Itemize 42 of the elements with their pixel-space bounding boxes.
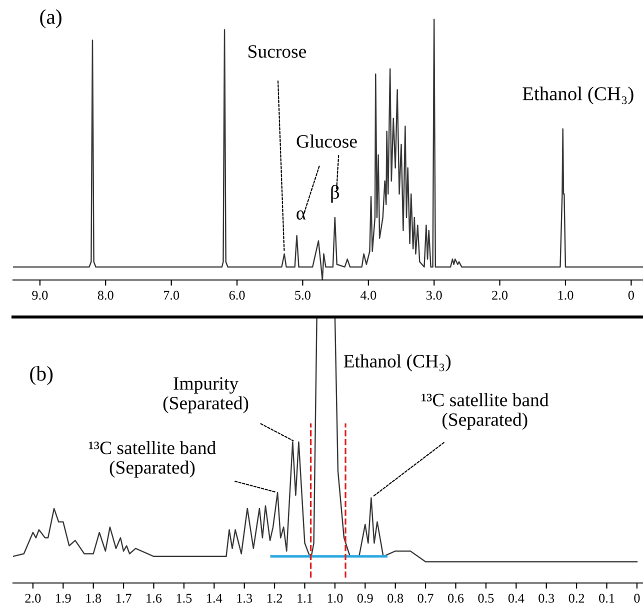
x-tick-label: 0.1 xyxy=(599,594,614,603)
x-tick-label: 1.4 xyxy=(207,594,222,603)
annotation: Impurity (Separated) xyxy=(163,377,248,414)
annotation: β xyxy=(331,184,340,203)
annotation: ¹³C satellite band (Separated) xyxy=(422,393,549,430)
x-tick-label: 0 xyxy=(634,594,640,603)
annotation: Ethanol (CH₃) xyxy=(344,354,451,372)
x-tick-label: 1.8 xyxy=(86,594,102,603)
x-tick-label: 0.2 xyxy=(568,594,584,603)
x-tick-label: 1.5 xyxy=(176,594,192,603)
annotation: α xyxy=(296,210,306,220)
text: (b) xyxy=(30,366,53,385)
x-tick-label: 9.0 xyxy=(32,290,48,300)
x-tick-label: 1.7 xyxy=(116,594,132,603)
x-tick-label: 5.0 xyxy=(295,290,310,300)
chart-title: (a) xyxy=(40,9,62,28)
annotation: Glucose xyxy=(296,134,357,148)
annotation: Ethanol (CH₃) xyxy=(522,86,634,104)
annotation: Sucrose xyxy=(248,45,306,58)
x-tick-label: 0.8 xyxy=(388,594,404,603)
x-tick-label: 0.9 xyxy=(357,594,373,603)
x-tick-label: 8.0 xyxy=(98,290,114,300)
x-tick-label: 1.3 xyxy=(237,594,252,603)
x-tick-label: 1.2 xyxy=(267,594,282,603)
x-tick-label: 1.6 xyxy=(146,594,162,603)
x-tick-label: 7.0 xyxy=(164,290,180,300)
x-tick-label: 0 xyxy=(628,290,634,300)
x-tick-label: 1.0 xyxy=(558,290,574,300)
x-tick-label: 0.5 xyxy=(478,594,494,603)
x-tick-label: 4.0 xyxy=(360,290,376,300)
x-tick-label: 0.4 xyxy=(508,594,524,603)
x-tick-label: 0.3 xyxy=(538,594,554,603)
x-tick-label: 1.0 xyxy=(328,594,343,603)
x-tick-label: 0.7 xyxy=(418,594,434,603)
x-tick-label: 0.6 xyxy=(448,594,464,603)
x-tick-label: 1.1 xyxy=(298,594,312,603)
x-tick-label: 2.0 xyxy=(25,594,41,603)
x-tick-label: 2.0 xyxy=(492,290,508,300)
x-tick-label: 3.0 xyxy=(426,290,442,300)
annotation: ¹³C satellite band (Separated) xyxy=(88,441,216,478)
x-tick-label: 6.0 xyxy=(229,290,245,300)
x-tick-label: 1.9 xyxy=(56,594,71,603)
